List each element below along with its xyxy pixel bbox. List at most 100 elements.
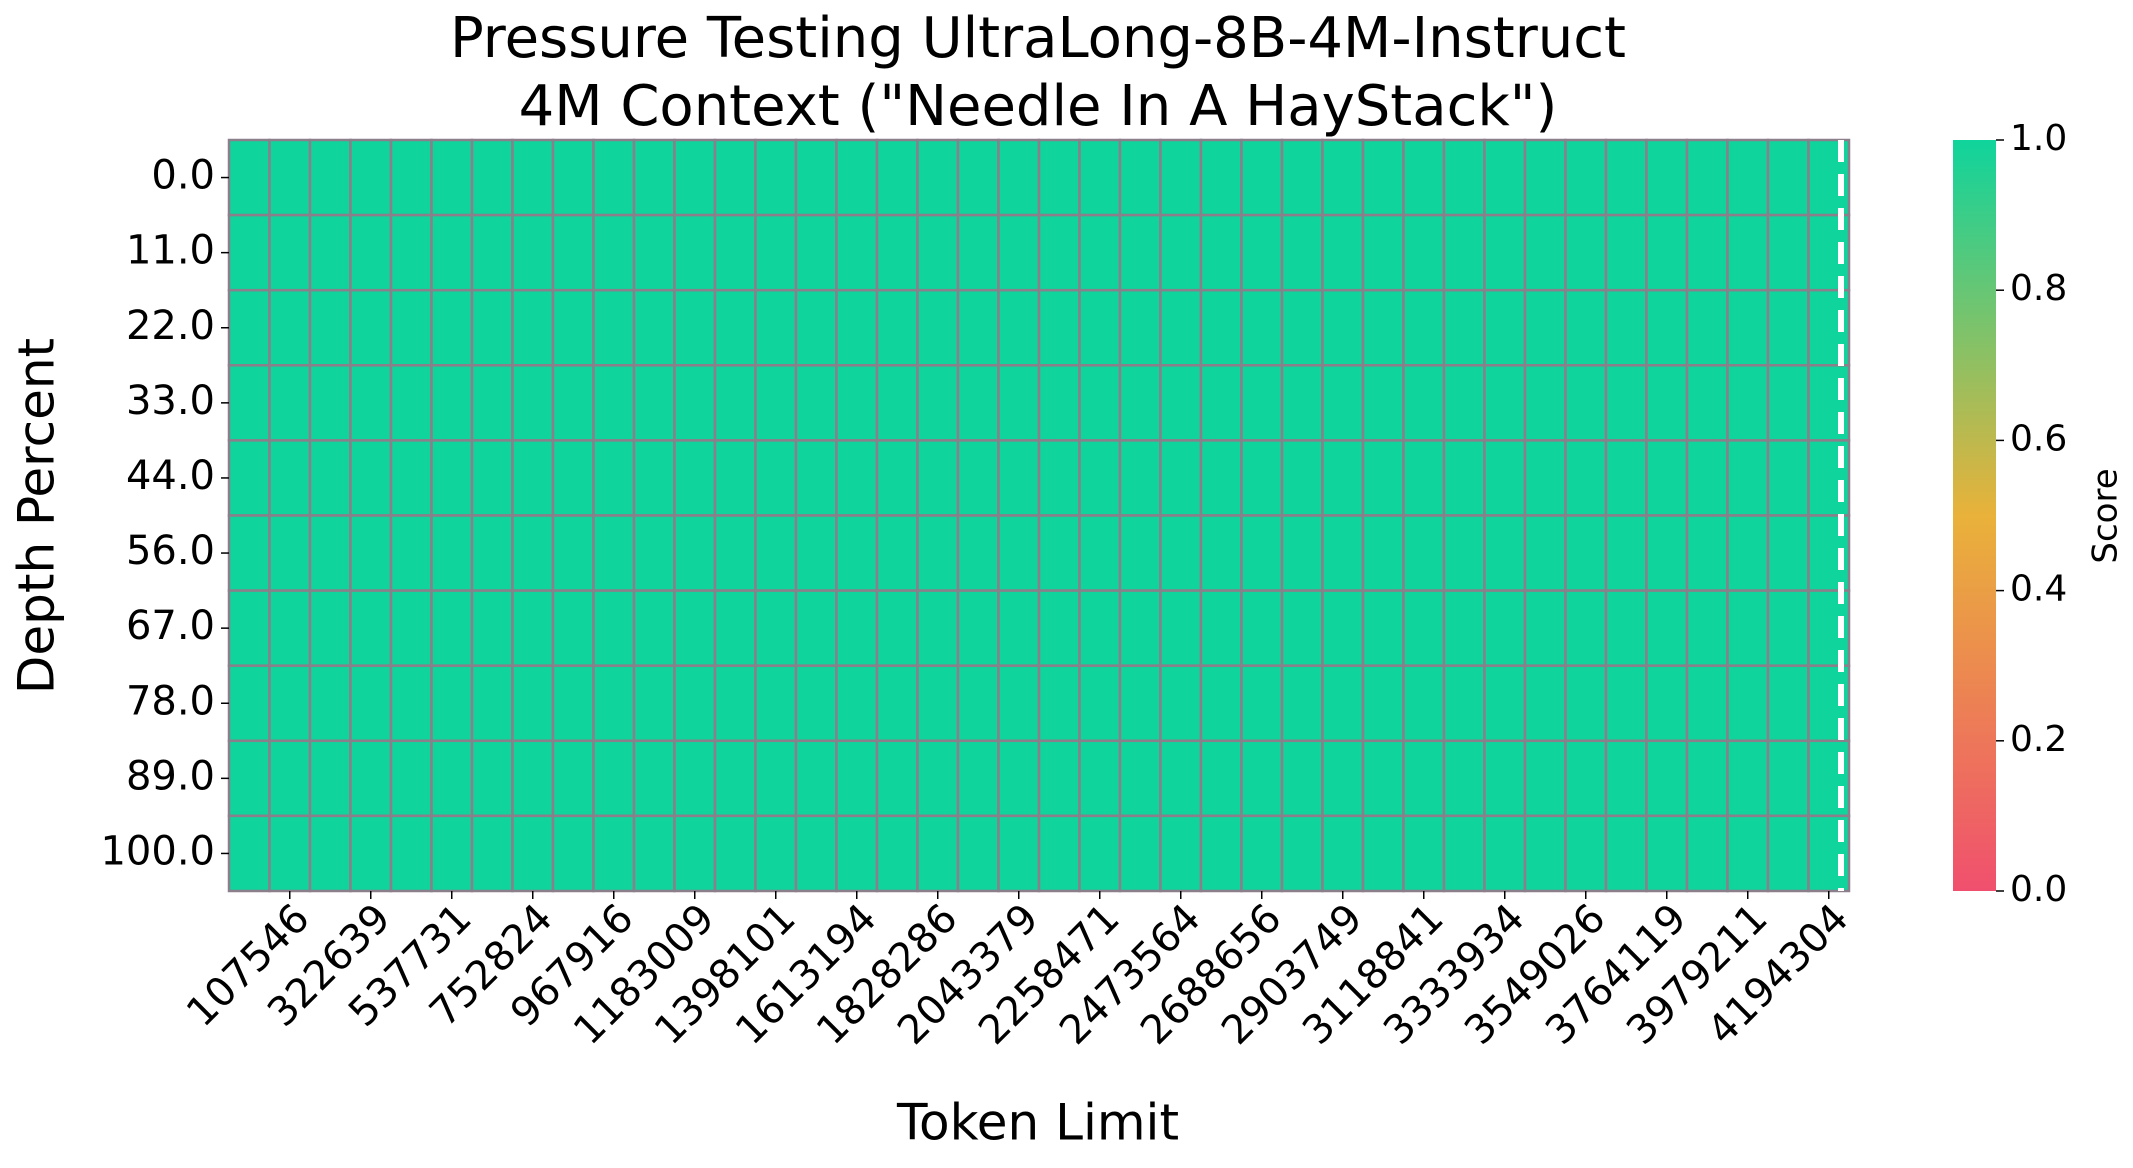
heatmap-cell (875, 814, 919, 893)
heatmap-cell (308, 664, 352, 743)
heatmap-cell (794, 814, 838, 893)
heatmap-cell (551, 288, 595, 367)
heatmap-cell (511, 364, 555, 442)
heatmap-cell (227, 288, 271, 367)
heatmap-cell (1159, 213, 1203, 292)
heatmap-cell (1199, 364, 1243, 442)
heatmap-cell (1280, 514, 1324, 592)
heatmap-cell (1240, 589, 1284, 667)
heatmap-cell (592, 814, 636, 893)
heatmap-cell (1240, 439, 1284, 517)
heatmap-cell (389, 138, 433, 217)
heatmap-cell (430, 138, 474, 217)
heatmap-cell (1726, 439, 1770, 517)
heatmap-cell (875, 213, 919, 292)
heatmap-cell (1402, 213, 1446, 292)
heatmap-cell (349, 138, 393, 217)
heatmap-cell (875, 364, 919, 442)
heatmap-cell (1321, 364, 1365, 442)
heatmap-cell (470, 213, 514, 292)
heatmap-cell (470, 589, 514, 667)
colorbar-tick-label: 1.0 (2010, 118, 2067, 159)
heatmap-cell (1766, 138, 1810, 217)
heatmap-cell (551, 364, 595, 442)
heatmap-cell (1118, 288, 1162, 367)
heatmap-cell (389, 664, 433, 743)
heatmap-cell (997, 739, 1041, 818)
heatmap-cell (956, 364, 1000, 442)
heatmap-cell (1604, 213, 1648, 292)
heatmap-cell (1766, 439, 1810, 517)
heatmap-cell (835, 364, 879, 442)
heatmap-cell (673, 213, 717, 292)
heatmap-cell (713, 213, 757, 292)
heatmap-cell (835, 514, 879, 592)
heatmap-cell (308, 439, 352, 517)
heatmap-cell (713, 364, 757, 442)
heatmap-cell (1159, 288, 1203, 367)
heatmap-cell (511, 138, 555, 217)
heatmap-cell (1483, 138, 1527, 217)
heatmap-cell (1361, 138, 1405, 217)
heatmap-cell (713, 664, 757, 743)
heatmap-cell (1037, 664, 1081, 743)
heatmap-cell (1402, 664, 1446, 743)
heatmap-cell (349, 739, 393, 818)
heatmap-cell (389, 589, 433, 667)
heatmap-cell (1361, 364, 1405, 442)
heatmap-cell (592, 439, 636, 517)
heatmap-cell (1564, 288, 1608, 367)
heatmap-cell (1118, 739, 1162, 818)
heatmap-cell (1645, 664, 1689, 743)
heatmap-cell (1199, 138, 1243, 217)
colorbar-tick-label: 0.8 (2010, 268, 2067, 309)
heatmap-cell (592, 514, 636, 592)
y-tick-label: 67.0 (126, 603, 215, 649)
heatmap-cell (1523, 739, 1567, 818)
heatmap-cell (1240, 288, 1284, 367)
heatmap-cell (470, 514, 514, 592)
heatmap-cell (349, 664, 393, 743)
heatmap-cell (835, 589, 879, 667)
heatmap-cell (1685, 213, 1729, 292)
heatmap-cell (1037, 364, 1081, 442)
heatmap-cell (227, 138, 271, 217)
heatmap-cell (1604, 439, 1648, 517)
heatmap-cell (389, 364, 433, 442)
heatmap-cell (835, 739, 879, 818)
heatmap-cell (632, 739, 676, 818)
heatmap-cell (673, 739, 717, 818)
heatmap-cell (875, 288, 919, 367)
heatmap-cell (430, 814, 474, 893)
heatmap-cell (592, 138, 636, 217)
heatmap-cell (673, 589, 717, 667)
heatmap-cell (1483, 814, 1527, 893)
heatmap-cell (1564, 364, 1608, 442)
heatmap-cell (389, 739, 433, 818)
heatmap-cell (308, 288, 352, 367)
heatmap-cell (794, 664, 838, 743)
heatmap-cell (1726, 589, 1770, 667)
heatmap-cell (916, 664, 960, 743)
heatmap-cell (1766, 814, 1810, 893)
heatmap-cell (916, 739, 960, 818)
heatmap-cell (511, 589, 555, 667)
heatmap-cell (1159, 514, 1203, 592)
heatmap-cell (1564, 514, 1608, 592)
y-tick-label: 0.0 (151, 153, 215, 199)
heatmap-cell (1240, 514, 1284, 592)
colorbar-tick-label: 0.4 (2010, 569, 2067, 610)
heatmap-cell (1240, 814, 1284, 893)
heatmap-cell (268, 288, 312, 367)
heatmap-cell (592, 364, 636, 442)
heatmap-cell (1645, 814, 1689, 893)
heatmap-cell (794, 439, 838, 517)
heatmap-cell (1523, 439, 1567, 517)
heatmap-cell (511, 664, 555, 743)
heatmap-cell (1199, 739, 1243, 818)
heatmap-cell (1199, 288, 1243, 367)
heatmap-cell (1199, 814, 1243, 893)
y-tick-label: 89.0 (126, 753, 215, 799)
x-axis-label: Token Limit (896, 1094, 1179, 1152)
heatmap-cell (1766, 514, 1810, 592)
